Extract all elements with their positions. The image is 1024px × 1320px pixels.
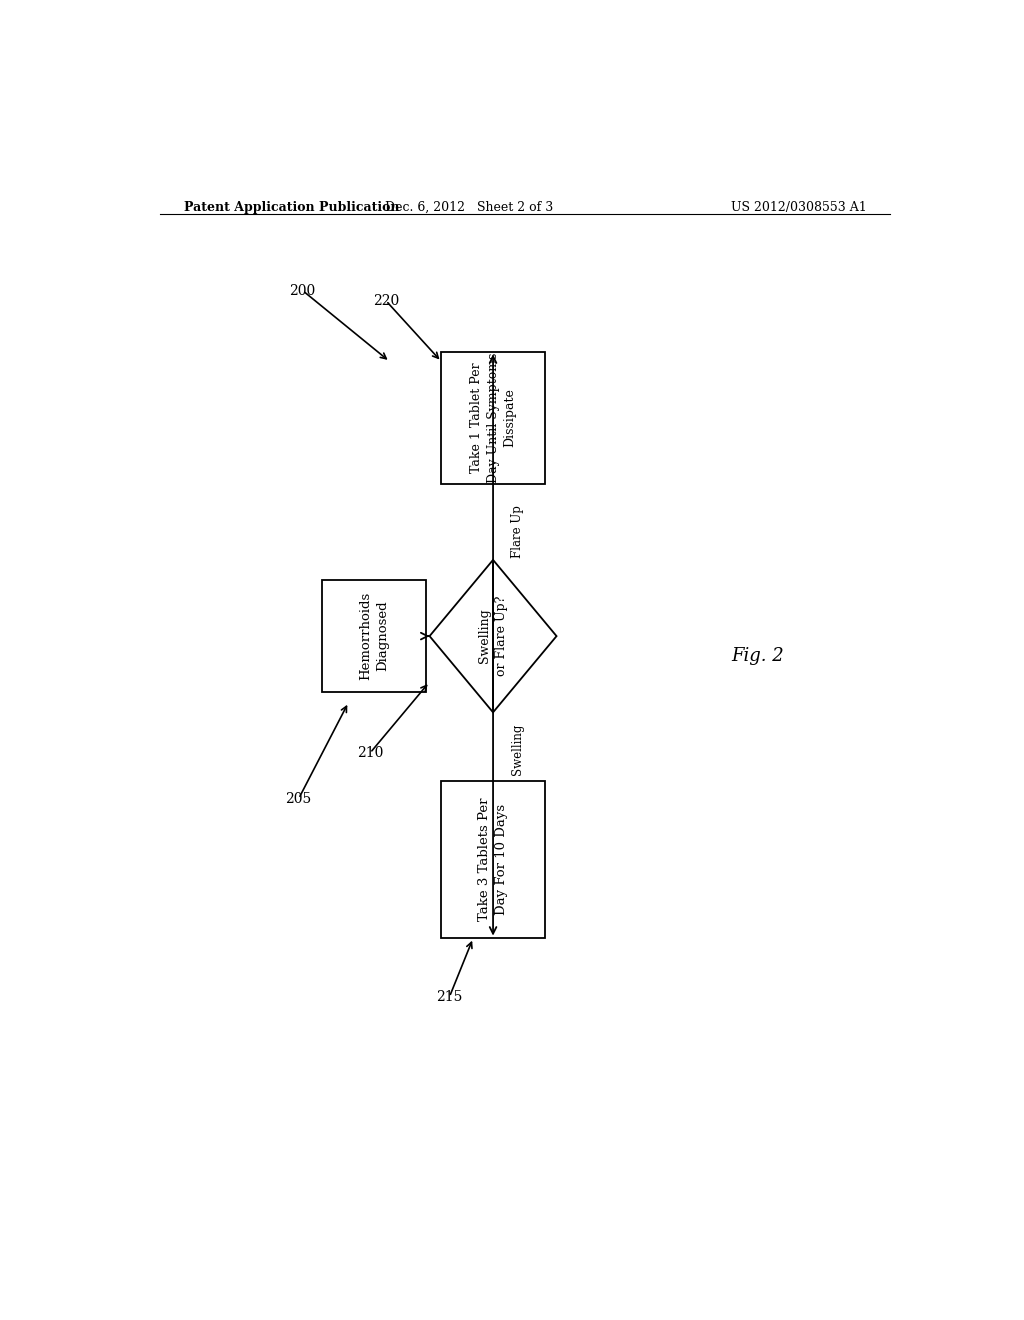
Text: 220: 220 — [373, 293, 399, 308]
Polygon shape — [430, 560, 557, 713]
Text: US 2012/0308553 A1: US 2012/0308553 A1 — [731, 201, 867, 214]
Text: Swelling: Swelling — [511, 723, 523, 775]
Text: Take 3 Tablets Per
Day For 10 Days: Take 3 Tablets Per Day For 10 Days — [478, 799, 508, 921]
Text: Hemorrhoids
Diagnosed: Hemorrhoids Diagnosed — [359, 591, 389, 680]
Bar — [441, 781, 545, 939]
Text: Patent Application Publication: Patent Application Publication — [183, 201, 399, 214]
Text: Fig. 2: Fig. 2 — [731, 647, 784, 665]
Text: 200: 200 — [290, 284, 315, 297]
Text: Swelling
or Flare Up?: Swelling or Flare Up? — [478, 595, 508, 676]
Bar — [441, 351, 545, 483]
Text: 210: 210 — [356, 746, 383, 760]
Text: Dec. 6, 2012   Sheet 2 of 3: Dec. 6, 2012 Sheet 2 of 3 — [385, 201, 553, 214]
Text: 205: 205 — [286, 792, 311, 805]
Text: Flare Up: Flare Up — [511, 506, 523, 558]
Bar — [323, 581, 426, 692]
Text: Take 1 Tablet Per
Day Until Symptoms
Dissipate: Take 1 Tablet Per Day Until Symptoms Dis… — [470, 352, 516, 483]
Text: 215: 215 — [436, 990, 463, 1005]
